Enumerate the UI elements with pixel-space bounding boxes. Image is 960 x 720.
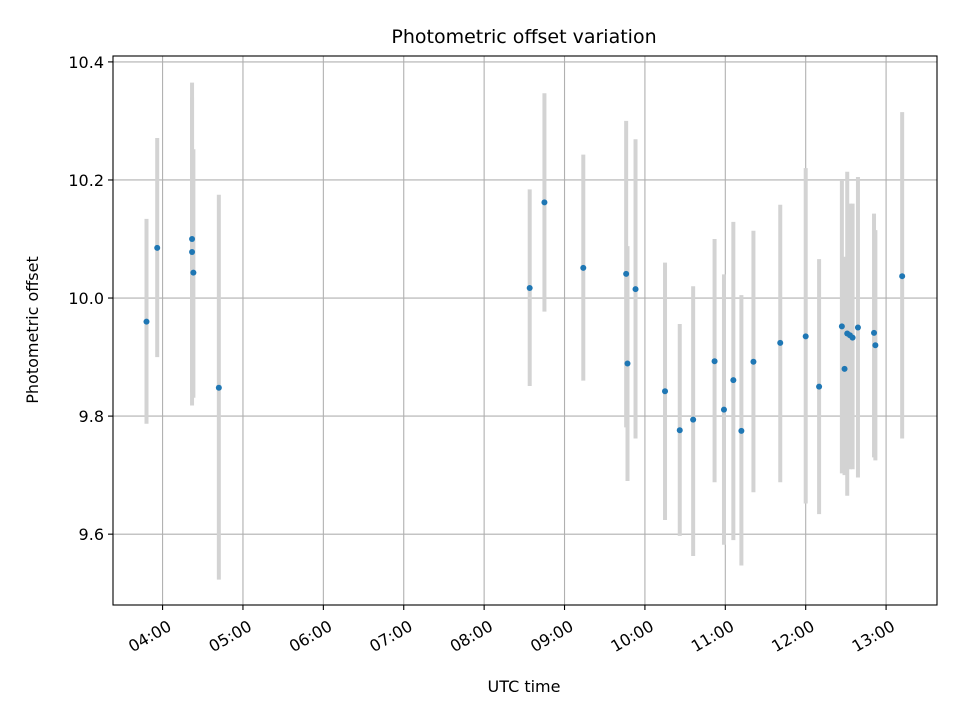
data-point: [711, 358, 718, 365]
plot-frame: [112, 55, 938, 606]
data-point: [838, 323, 845, 330]
data-point: [154, 244, 161, 251]
data-point: [526, 284, 533, 291]
data-point: [849, 334, 856, 341]
y-axis-ticks: 9.6 9.8 10.0 10.2 10.4: [68, 53, 113, 544]
data-point: [899, 273, 906, 280]
x-tick-label: 08:00: [447, 616, 496, 656]
data-point: [632, 286, 639, 293]
data-point: [802, 333, 809, 340]
y-tick-label: 10.4: [68, 53, 104, 72]
grid-lines: [113, 56, 937, 605]
data-point: [189, 248, 196, 255]
data-point: [730, 377, 737, 384]
data-point: [690, 416, 697, 423]
chart-title: Photometric offset variation: [391, 26, 656, 48]
error-bars: [144, 82, 905, 580]
x-tick-label: 10:00: [607, 616, 656, 656]
x-tick-label: 09:00: [527, 616, 576, 656]
x-tick-label: 11:00: [688, 616, 737, 656]
x-tick-label: 04:00: [125, 616, 174, 656]
y-tick-label: 9.6: [79, 525, 104, 544]
data-point: [816, 383, 823, 390]
data-point: [215, 384, 222, 391]
data-point: [871, 329, 878, 336]
data-point: [872, 342, 879, 349]
data-point: [143, 318, 150, 325]
y-tick-label: 10.0: [68, 289, 104, 308]
y-tick-label: 10.2: [68, 171, 104, 190]
x-tick-label: 07:00: [366, 616, 415, 656]
data-point: [190, 269, 197, 276]
x-axis-ticks: 04:00 05:00 06:00 07:00 08:00 09:00 10:00 11:00…: [125, 605, 898, 656]
x-tick-label: 13:00: [849, 616, 898, 656]
x-axis-label: UTC time: [488, 677, 561, 696]
data-point: [750, 358, 757, 365]
data-point: [541, 199, 548, 206]
data-points: [143, 199, 906, 434]
data-point: [623, 270, 630, 277]
data-point: [777, 339, 784, 346]
data-point: [662, 388, 669, 395]
data-point: [624, 360, 631, 367]
data-point: [738, 427, 745, 434]
data-point: [189, 236, 196, 242]
x-tick-label: 06:00: [286, 616, 335, 656]
data-point: [841, 365, 848, 372]
data-point: [580, 264, 587, 271]
x-tick-label: 05:00: [206, 616, 255, 656]
data-point: [676, 427, 683, 434]
data-point: [854, 324, 861, 331]
data-point: [720, 406, 727, 413]
x-tick-label: 12:00: [768, 616, 817, 656]
y-tick-label: 9.8: [79, 407, 104, 426]
y-axis-label: Photometric offset: [23, 256, 42, 404]
